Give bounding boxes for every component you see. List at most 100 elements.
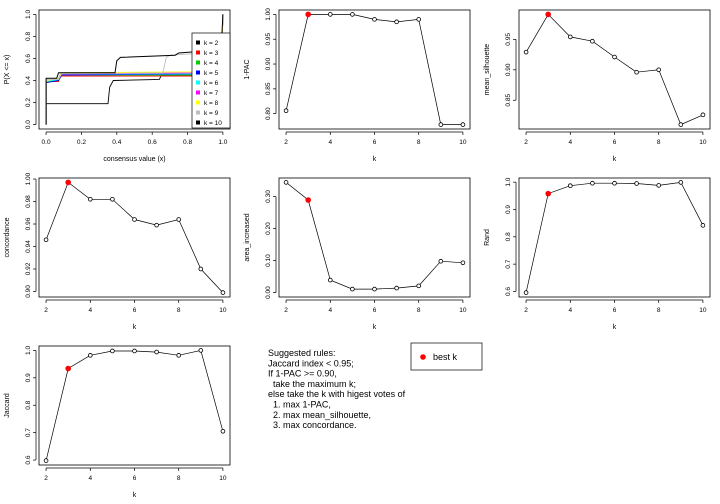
data-point xyxy=(43,237,49,243)
rules-line: else take the k with higest votes of xyxy=(268,389,406,399)
x-axis-label: k xyxy=(133,492,137,499)
x-axis-label: k xyxy=(373,324,377,331)
y-tick-label: 0.92 xyxy=(25,262,32,275)
legend-swatch xyxy=(196,60,200,65)
metric-line xyxy=(285,14,463,125)
y-tick-label: 0.8 xyxy=(25,32,32,41)
x-tick-label: 4 xyxy=(568,307,572,314)
plot-frame xyxy=(278,177,471,298)
data-point xyxy=(394,285,399,291)
best-k-legend-label: best k xyxy=(433,352,458,362)
y-tick-label: 0.10 xyxy=(265,254,272,267)
legend-swatch xyxy=(196,40,200,45)
legend: k = 2 k = 3 k = 4 k = 5 k = 6 k = 7 k = 8 k = 9… xyxy=(191,32,231,129)
x-tick-label: 8 xyxy=(177,475,181,482)
y-tick-label: 0.90 xyxy=(265,57,272,70)
legend-swatch xyxy=(196,100,200,105)
x-tick-label: 8 xyxy=(177,307,181,314)
y-axis-label: P(X <= x) xyxy=(4,55,11,85)
y-tick-label: 1.0 xyxy=(505,177,512,186)
rules-line: take the maximum k; xyxy=(268,379,356,389)
legend-label: k = 8 xyxy=(204,100,219,107)
data-point xyxy=(110,348,115,354)
legend-label: k = 5 xyxy=(204,70,219,77)
data-point xyxy=(700,223,706,228)
x-tick-label: 0.2 xyxy=(77,139,86,146)
data-point xyxy=(132,348,137,354)
data-point xyxy=(350,12,355,17)
legend-label: k = 7 xyxy=(204,90,219,97)
x-tick-label: 4 xyxy=(568,139,572,146)
y-tick-label: 1.00 xyxy=(25,172,32,185)
plot-frame xyxy=(278,9,471,130)
y-tick-label: 0.7 xyxy=(505,259,512,268)
chart-panel-7: 2 4 6 8 10 0.6 0.7 0.8 0.9 1.0 k Jaccard xyxy=(4,345,231,499)
data-point xyxy=(656,183,662,188)
plot-frame xyxy=(518,9,711,130)
data-point xyxy=(416,17,422,22)
x-tick-label: 2 xyxy=(524,139,528,146)
y-tick-label: 0.30 xyxy=(265,190,272,203)
data-point xyxy=(678,180,684,185)
legend-label: k = 4 xyxy=(204,60,219,67)
plot-frame xyxy=(38,345,231,466)
suggested-rules: Suggested rules:Jaccard index < 0.95;If … xyxy=(268,348,406,430)
data-point xyxy=(154,222,159,228)
x-tick-label: 8 xyxy=(417,139,421,146)
y-tick-label: 0.98 xyxy=(25,195,32,208)
data-point xyxy=(416,283,422,289)
legend-swatch xyxy=(196,80,200,85)
best-k-legend: best k xyxy=(410,342,483,371)
data-point xyxy=(612,180,617,186)
data-point xyxy=(700,112,706,118)
legend-label: k = 6 xyxy=(204,80,219,87)
x-tick-label: 10 xyxy=(699,139,707,146)
rules-line: Suggested rules: xyxy=(268,348,336,358)
data-point xyxy=(43,458,49,463)
x-tick-label: 1.0 xyxy=(218,139,227,146)
metric-line xyxy=(525,182,704,293)
y-tick-label: 0.4 xyxy=(25,76,32,85)
y-tick-label: 0.96 xyxy=(25,217,32,230)
legend-swatch xyxy=(196,70,200,75)
data-point xyxy=(176,353,182,358)
legend-swatch xyxy=(196,120,200,125)
data-point xyxy=(198,266,204,272)
y-tick-label: 0.7 xyxy=(25,428,32,437)
data-point xyxy=(438,122,444,127)
data-point xyxy=(198,348,204,353)
x-tick-label: 6 xyxy=(613,139,617,146)
y-tick-label: 0.6 xyxy=(25,455,32,464)
y-tick-label: 0.2 xyxy=(25,98,32,107)
x-tick-label: 2 xyxy=(284,139,288,146)
x-tick-label: 6 xyxy=(373,139,377,146)
chart-panel-3: 2 4 6 8 10 0.85 0.90 0.95 k mean_silhouette xyxy=(484,9,711,163)
data-point xyxy=(612,54,617,60)
data-point xyxy=(327,277,333,283)
x-tick-label: 2 xyxy=(44,475,48,482)
x-tick-label: 10 xyxy=(699,307,707,314)
x-tick-label: 6 xyxy=(133,475,137,482)
plot-frame xyxy=(518,177,711,298)
data-point xyxy=(176,217,182,222)
y-tick-label: 0.94 xyxy=(25,240,32,253)
legend-swatch xyxy=(196,50,200,55)
chart-panel-6: 2 4 6 8 10 0.6 0.7 0.8 0.9 1.0 k Rand xyxy=(484,177,711,331)
x-tick-label: 8 xyxy=(657,307,661,314)
x-tick-label: 0.6 xyxy=(148,139,157,146)
best-k-point xyxy=(65,365,71,372)
y-tick-label: 0.6 xyxy=(505,287,512,296)
x-axis-label: k xyxy=(613,324,617,331)
y-tick-label: 0.0 xyxy=(25,120,32,129)
y-tick-label: 0.8 xyxy=(25,400,32,409)
data-point xyxy=(327,12,333,17)
legend-swatch xyxy=(196,90,200,95)
data-point xyxy=(438,258,444,264)
data-point xyxy=(350,286,355,292)
chart-panel-4: 2 4 6 8 10 0.90 0.92 0.94 0.96 0.98 1.00 k concordan… xyxy=(4,172,231,331)
y-axis-label: Rand xyxy=(484,229,491,246)
y-tick-label: 0.85 xyxy=(265,82,272,95)
x-tick-label: 10 xyxy=(219,307,227,314)
metric-line xyxy=(285,182,463,290)
